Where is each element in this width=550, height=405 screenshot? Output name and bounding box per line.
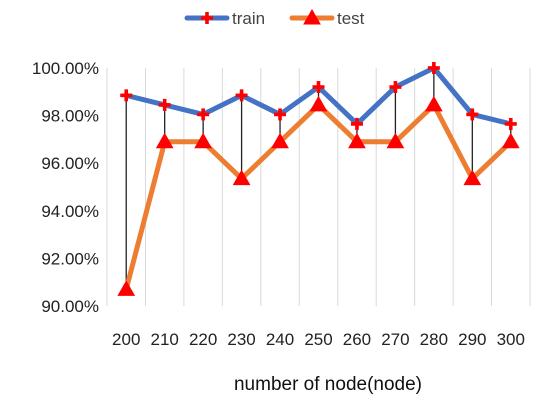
legend-item-train: train	[184, 9, 265, 28]
data-point-test	[463, 169, 482, 186]
legend-label: test	[337, 9, 365, 28]
x-tick-label: 300	[497, 330, 525, 349]
x-axis-title: number of node(node)	[234, 374, 422, 395]
marker-plus-v	[201, 108, 205, 121]
x-tick-label: 230	[227, 330, 255, 349]
data-point-test	[386, 132, 405, 149]
data-point-test	[309, 95, 328, 112]
y-tick-label: 92.00%	[41, 249, 99, 268]
marker-plus-v	[124, 89, 129, 102]
data-point-train	[274, 108, 287, 121]
marker-plus-v	[316, 81, 321, 94]
y-tick-label: 90.00%	[41, 297, 99, 316]
data-point-test	[271, 132, 289, 149]
data-point-train	[504, 117, 517, 130]
x-tick-label: 270	[381, 330, 409, 349]
marker-plus-v	[470, 108, 475, 121]
data-point-test	[117, 280, 136, 296]
data-point-train	[389, 81, 402, 94]
x-tick-label: 220	[189, 330, 217, 349]
y-tick-label: 100.00%	[32, 59, 99, 78]
data-point-test	[194, 132, 212, 149]
data-point-test	[501, 132, 520, 149]
marker-plus-v	[393, 81, 398, 94]
marker-plus-v	[239, 89, 244, 102]
legend: train test	[184, 8, 365, 28]
data-point-test	[155, 132, 174, 149]
data-point-train	[158, 98, 171, 111]
data-point-train	[120, 89, 133, 102]
data-point-test	[425, 95, 443, 112]
legend-label: train	[232, 9, 265, 28]
y-tick-label: 98.00%	[41, 107, 99, 126]
marker-plus-v	[162, 98, 167, 111]
data-point-train	[235, 89, 248, 102]
data-point-test	[232, 169, 251, 186]
data-point-train	[350, 117, 363, 130]
data-point-test	[348, 132, 366, 149]
x-tick-label: 260	[343, 330, 371, 349]
data-point-train	[466, 108, 479, 121]
data-point-train	[312, 81, 325, 94]
y-tick-label: 96.00%	[41, 154, 99, 173]
series-markers	[117, 62, 520, 296]
x-tick-label: 210	[150, 330, 178, 349]
legend-marker	[303, 8, 321, 25]
x-tick-label: 240	[266, 330, 294, 349]
x-tick-label: 200	[112, 330, 140, 349]
marker-plus-v	[278, 108, 282, 121]
x-tick-label: 280	[420, 330, 448, 349]
marker-plus-v	[508, 117, 513, 130]
data-point-train	[197, 108, 210, 121]
legend-item-test: test	[289, 8, 365, 28]
marker-plus-v	[205, 12, 209, 24]
marker-plus-v	[355, 117, 359, 130]
y-tick-label: 94.00%	[41, 202, 99, 221]
x-tick-label: 250	[304, 330, 332, 349]
marker-plus-v	[432, 62, 436, 74]
data-point-train	[427, 62, 440, 74]
y-axis-ticks: 90.00% 92.00% 94.00% 96.00% 98.00% 100.00%	[32, 59, 99, 316]
x-tick-label: 290	[458, 330, 486, 349]
x-axis-ticks: 200 210 220 230 240 250 260 270 280 290 300	[112, 330, 525, 349]
legend-marker	[201, 12, 213, 24]
